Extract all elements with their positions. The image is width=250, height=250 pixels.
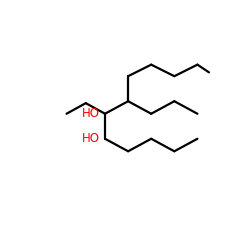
Text: HO: HO	[82, 132, 100, 145]
Text: HO: HO	[82, 107, 100, 120]
